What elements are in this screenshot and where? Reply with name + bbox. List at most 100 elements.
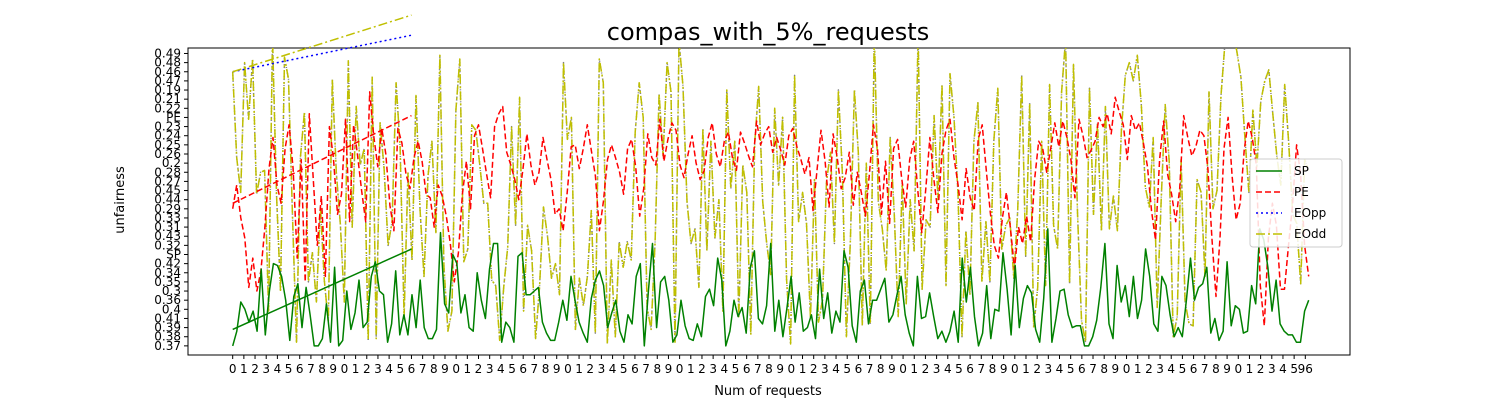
x-tick-label: 2 [363,362,371,376]
x-tick-label: 3 [1156,362,1164,376]
x-tick-label: 7 [419,362,427,376]
legend-box [1249,158,1343,248]
x-tick-label: 2 [922,362,930,376]
y-tick-label: 0.3 [162,284,181,298]
x-tick-label: 9 [776,362,784,376]
x-tick-label: 0 [1123,362,1131,376]
y-tick-label: 0.41 [154,311,181,325]
legend-label-eopp: EOpp [1294,206,1326,220]
x-tick-label: 3 [486,362,494,376]
x-tick-label: 7 [307,362,315,376]
y-tick-label: 0.32 [154,238,181,252]
x-tick-label: 6 [855,362,863,376]
x-tick-label: 5 [508,362,516,376]
y-tick-label: 0.46 [154,65,181,79]
y-tick-label: 0.25 [154,138,181,152]
x-tick-label: 9 [1000,362,1008,376]
summary-line-sp [232,248,412,331]
y-tick-label: 0.19 [154,83,181,97]
x-tick-label: 5 [1067,362,1075,376]
y-tick-label: 0.35 [154,275,181,289]
x-tick-label: 2 [586,362,594,376]
x-tick-label: 8 [989,362,997,376]
x-tick-label: 9 [1223,362,1231,376]
y-tick-label: 0.31 [154,220,181,234]
x-tick-label: 9 [553,362,561,376]
x-tick-label: 2 [251,362,259,376]
x-tick-label: 5 [1179,362,1187,376]
x-tick-label: 3 [598,362,606,376]
x-tick-label: 5 [285,362,293,376]
y-tick-label: 0.44 [154,193,181,207]
x-tick-label: 6 [966,362,974,376]
y-tick-label: PE [166,110,181,124]
x-tick-label: 3 [1045,362,1053,376]
x-tick-label: 2 [698,362,706,376]
x-tick-label: 4 [1279,362,1287,376]
x-tick-label: 0 [1011,362,1019,376]
y-tick-label: 0.26 [154,147,181,161]
plot-area: 0.370.380.390.410.40.360.30.350.340.42SP… [154,14,1351,376]
x-tick-label: 7 [1201,362,1209,376]
y-tick-label: 0.4 [162,302,181,316]
x-tick-label: 1 [575,362,583,376]
y-tick-label: 0.47 [154,74,181,88]
x-tick-label: 3 [1268,362,1276,376]
x-tick-label: 1 [464,362,472,376]
x-tick-label: 4 [944,362,952,376]
x-tick-label: 8 [430,362,438,376]
y-tick-label: 0.33 [154,211,181,225]
x-tick-label: 6 [408,362,416,376]
x-tick-label: 6 [296,362,304,376]
x-tick-label: 9 [665,362,673,376]
x-tick-label: 8 [318,362,326,376]
x-tick-label: 4 [720,362,728,376]
x-tick-label: 7 [642,362,650,376]
x-tick-label: 1 [352,362,360,376]
x-tick-label: 0 [788,362,796,376]
x-tick-label: 0 [564,362,572,376]
x-tick-label: 6 [743,362,751,376]
y-tick-label: 0.24 [154,129,181,143]
series-line-sp [231,228,1310,347]
x-tick-label: 3 [262,362,270,376]
x-tick-label: 0 [676,362,684,376]
legend-label-eodd: EOdd [1294,227,1326,241]
x-tick-label: 2 [810,362,818,376]
x-tick-label: 7 [754,362,762,376]
x-tick-label: 5 [732,362,740,376]
x-tick-label: 6 [1078,362,1086,376]
y-tick-label: 0.34 [154,266,181,280]
y-tick-label: 0.39 [154,321,181,335]
x-tick-label: 9 [329,362,337,376]
x-tick-label: 1 [1022,362,1030,376]
x-tick-label: 8 [1212,362,1220,376]
x-tick-label: 0 [229,362,237,376]
x-tick-label: 1 [1134,362,1142,376]
x-tick-label: 96 [1298,362,1313,376]
x-tick-label: 4 [609,362,617,376]
legend-label-sp: SP [1294,164,1309,178]
x-tick-label: 1 [910,362,918,376]
x-tick-label: 1 [240,362,248,376]
y-tick-label: 0.48 [154,56,181,70]
x-tick-label: 8 [542,362,550,376]
x-tick-label: 7 [977,362,985,376]
x-tick-label: 5 [955,362,963,376]
x-tick-label: 2 [1145,362,1153,376]
y-tick-label: 0.22 [154,101,181,115]
x-tick-label: 9 [1112,362,1120,376]
y-axis-label: unfairness [113,166,128,234]
x-tick-label: 3 [709,362,717,376]
x-tick-label: 8 [1100,362,1108,376]
summary-line-eopp [232,34,412,73]
y-tick-label: 0.28 [154,165,181,179]
x-tick-label: 0 [1234,362,1242,376]
x-tick-label: 6 [519,362,527,376]
x-tick-label: 8 [765,362,773,376]
x-tick-label: 5 [1290,362,1298,376]
y-tick-label: SP [166,247,181,261]
chart-title: compas_with_5%_requests [607,18,929,46]
x-tick-label: 1 [799,362,807,376]
